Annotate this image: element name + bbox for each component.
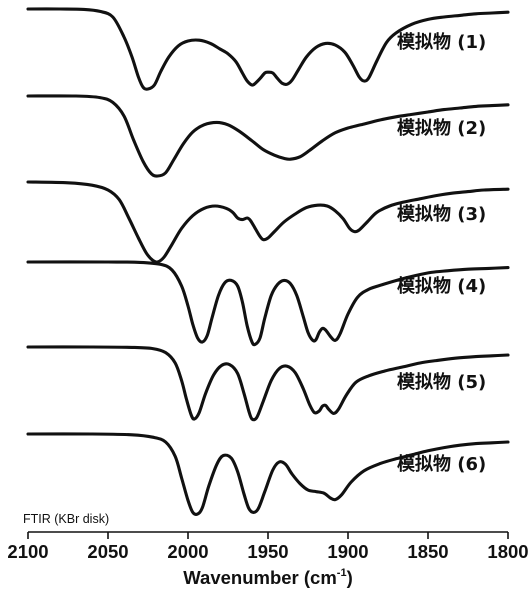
spectra-traces [28,9,508,514]
x-axis-ticks: 2100 2050 2000 1950 1900 1850 1800 [7,532,528,562]
measurement-annotation: FTIR (KBr disk) [23,512,109,526]
series-label-3: 模拟物 (3) [397,203,486,225]
x-axis-title: Wavenumber (cm-1) [183,567,352,588]
x-tick-label-1950: 1950 [247,541,288,562]
x-tick-label-2100: 2100 [7,541,48,562]
spectrum-line-4 [28,262,508,345]
x-tick-label-1850: 1850 [407,541,448,562]
series-label-5: 模拟物 (5) [397,371,486,393]
series-labels: 模拟物 (1) 模拟物 (2) 模拟物 (3) 模拟物 (4) 模拟物 (5) 模拟物 (… [397,31,486,475]
x-axis-title-main: Wavenumber (cm [183,567,337,588]
x-tick-label-2000: 2000 [167,541,208,562]
series-label-4: 模拟物 (4) [397,275,486,297]
series-label-1: 模拟物 (1) [397,31,486,53]
x-axis-title-superscript: -1 [337,567,347,579]
x-axis-title-end: ) [347,567,353,588]
x-tick-label-1800: 1800 [487,541,528,562]
x-tick-label-2050: 2050 [87,541,128,562]
series-label-2: 模拟物 (2) [397,117,486,139]
series-label-6: 模拟物 (6) [397,453,486,475]
x-tick-label-1900: 1900 [327,541,368,562]
